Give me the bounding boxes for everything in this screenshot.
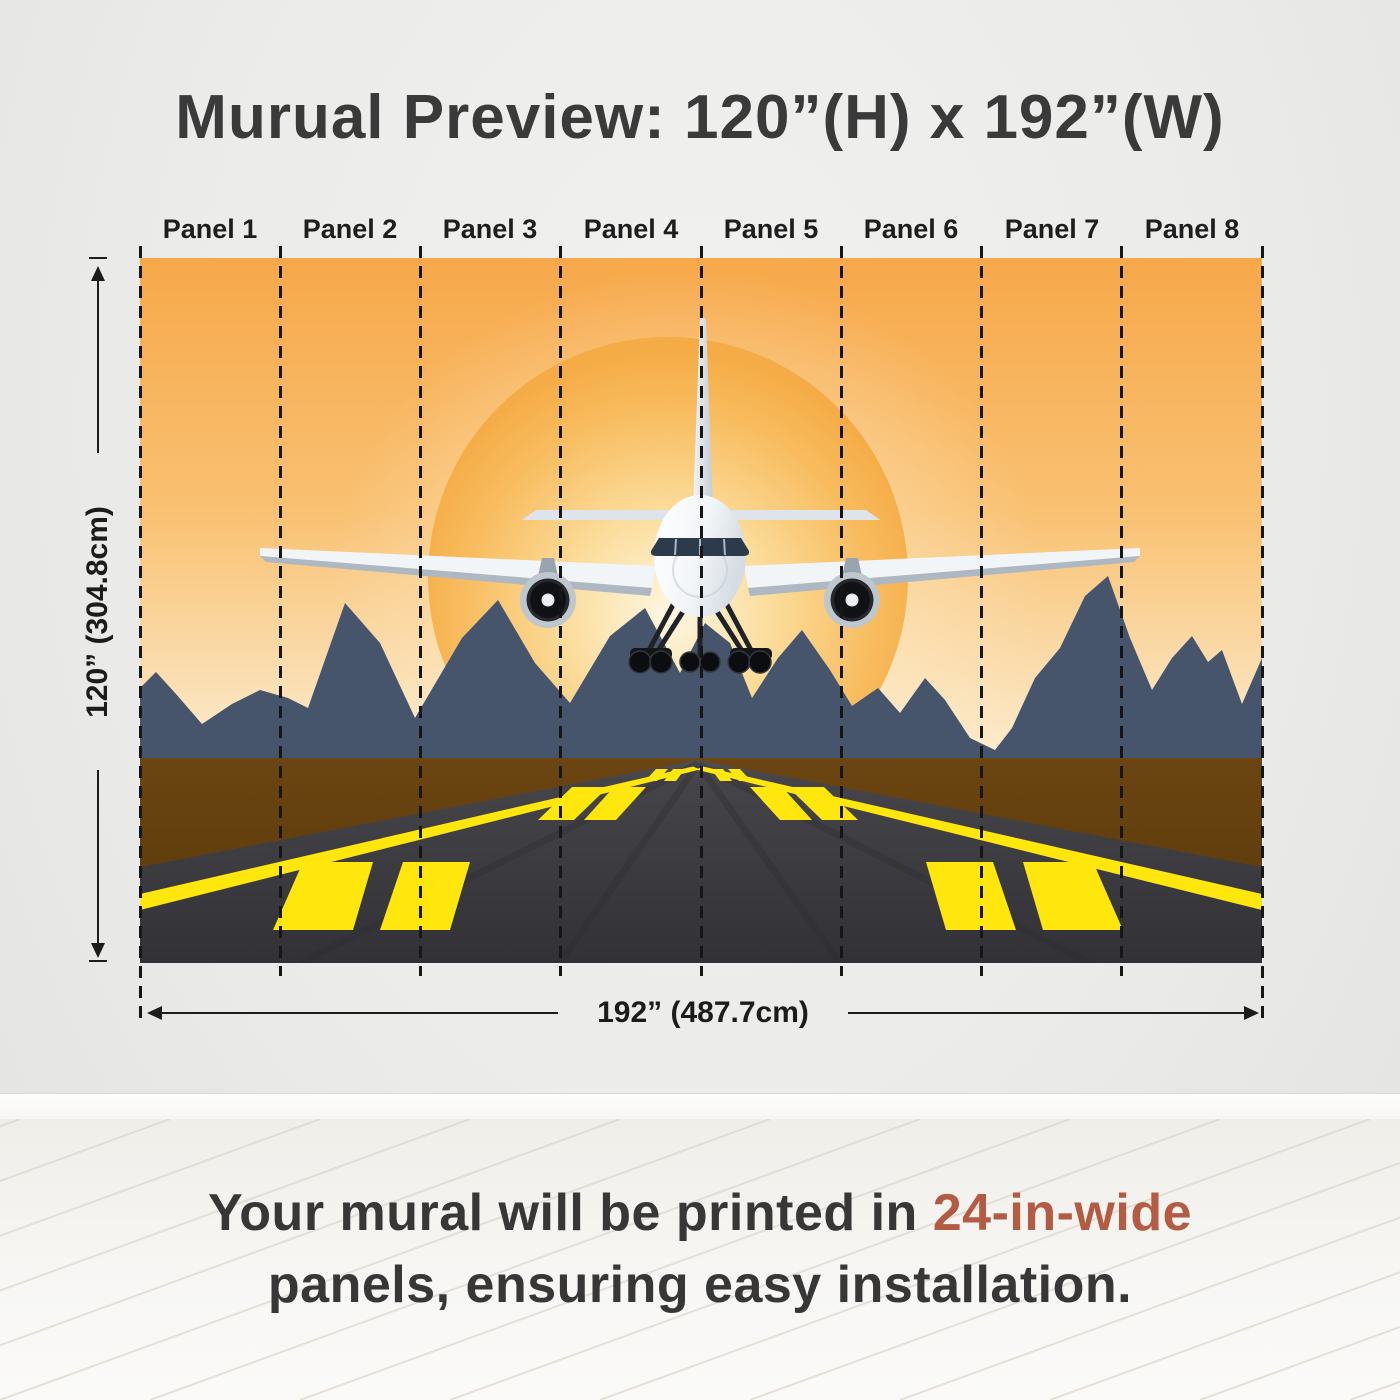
page-title: Murual Preview: 120”(H) x 192”(W) xyxy=(175,83,1225,152)
caption-line-2: panels, ensuring easy installation. xyxy=(267,1255,1133,1314)
width-dim-shaft-left xyxy=(160,1012,558,1014)
panel-cut-line-2 xyxy=(419,246,422,976)
panel-label-5: Panel 5 xyxy=(723,214,819,244)
wheels xyxy=(628,648,772,674)
airplane-illustration xyxy=(260,316,1140,674)
height-dim-top-cap xyxy=(89,257,107,259)
caption-prefix: Your mural will be printed in xyxy=(207,1184,933,1242)
baseboard xyxy=(0,1093,1400,1120)
caption-highlight: 24-in-wide xyxy=(932,1184,1193,1242)
panel-label-2: Panel 2 xyxy=(302,214,398,244)
width-dim-shaft-right xyxy=(848,1012,1246,1014)
panel-cut-line-1 xyxy=(278,246,282,976)
height-dimension-label: 120” (304.8cm) xyxy=(81,506,114,718)
width-dimension-label: 192” (487.7cm) xyxy=(597,996,809,1029)
tail-fin xyxy=(693,316,713,508)
panel-cut-line-6 xyxy=(980,246,983,976)
panel-cut-line-7 xyxy=(1120,246,1124,976)
height-dim-arrowhead-down xyxy=(91,943,105,958)
panel-label-6: Panel 6 xyxy=(863,214,959,244)
width-dim-arrowhead-left xyxy=(147,1006,162,1020)
height-dim-bottom-cap xyxy=(89,960,107,962)
panel-label-8: Panel 8 xyxy=(1144,214,1240,244)
panel-cut-line-8 xyxy=(1260,246,1264,1026)
panel-label-4: Panel 4 xyxy=(583,214,679,244)
wood-floor xyxy=(0,1119,1400,1400)
panel-cut-line-4 xyxy=(699,246,703,976)
caption-line-1: Your mural will be printed in 24-in-wide xyxy=(0,1178,1400,1250)
panel-cut-line-3 xyxy=(559,246,563,976)
floor-plank-lines xyxy=(0,1119,1400,1400)
caption: Your mural will be printed in 24-in-wide… xyxy=(0,1178,1400,1322)
height-dim-arrowhead-up xyxy=(91,266,105,281)
panel-cut-line-5 xyxy=(839,246,843,976)
panel-label-1: Panel 1 xyxy=(162,214,258,244)
height-dim-shaft-bottom xyxy=(97,770,99,944)
panel-label-3: Panel 3 xyxy=(442,214,538,244)
panel-cut-line-0 xyxy=(138,246,142,1026)
panel-label-7: Panel 7 xyxy=(1004,214,1100,244)
width-dim-arrowhead-right xyxy=(1244,1006,1259,1020)
height-dim-shaft-top xyxy=(97,279,99,453)
